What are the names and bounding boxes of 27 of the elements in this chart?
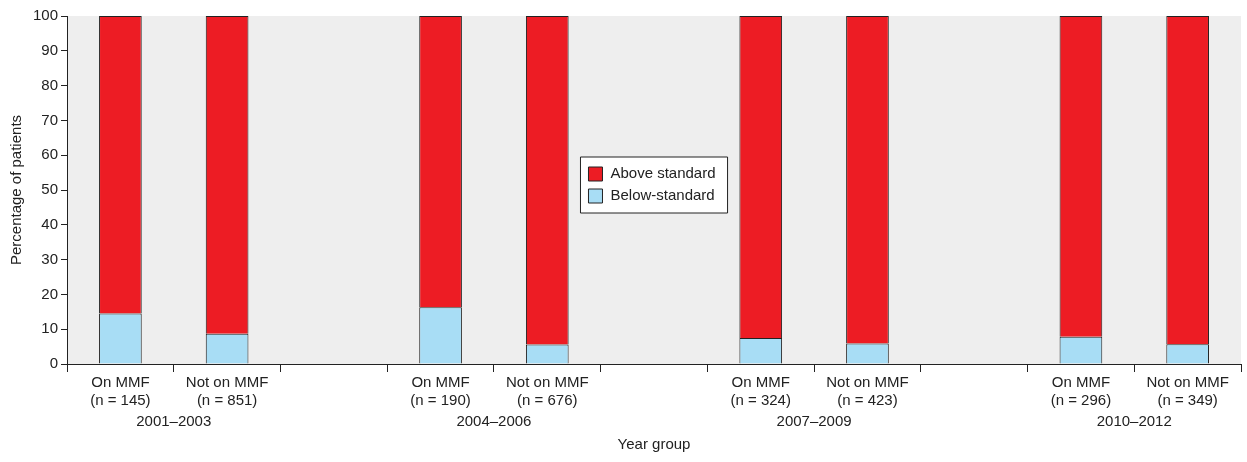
y-tick-label: 20 [41,284,59,302]
y-tick-label: 0 [49,354,59,372]
x-tick-label: Not on MMF (n = 349) [1146,373,1229,409]
x-tick-label: Not on MMF (n = 676) [506,373,589,409]
legend-label: Below-standard [610,186,715,204]
y-tick-label: 90 [41,40,59,58]
text: 2004–2006 [456,412,532,430]
text: 2001–2003 [136,412,212,430]
y-tick-label: 80 [41,75,59,93]
x-tick-label: On MMF (n = 296) [1050,373,1112,409]
text: 2010–2012 [1096,412,1172,430]
y-tick-label: 50 [41,180,59,198]
y-tick-label: 40 [41,214,59,232]
x-tick-label: On MMF (n = 145) [90,373,151,409]
legend-label: Above standard [610,164,716,182]
y-tick-label: 60 [41,145,59,163]
x-tick-label: On MMF (n = 190) [410,373,471,409]
y-axis-title: Percentage of patients [7,114,25,266]
y-tick-label: 10 [41,319,59,337]
x-tick-label: Not on MMF (n = 423) [826,373,909,409]
y-tick-label: 70 [41,110,59,128]
y-tick-label: 100 [33,6,59,24]
y-tick-label: 30 [41,249,59,267]
x-tick-label: Not on MMF (n = 851) [185,373,269,409]
text: 2007–2009 [776,412,852,430]
x-axis-title: Year group [617,435,691,453]
x-tick-label: On MMF (n = 324) [730,373,791,409]
